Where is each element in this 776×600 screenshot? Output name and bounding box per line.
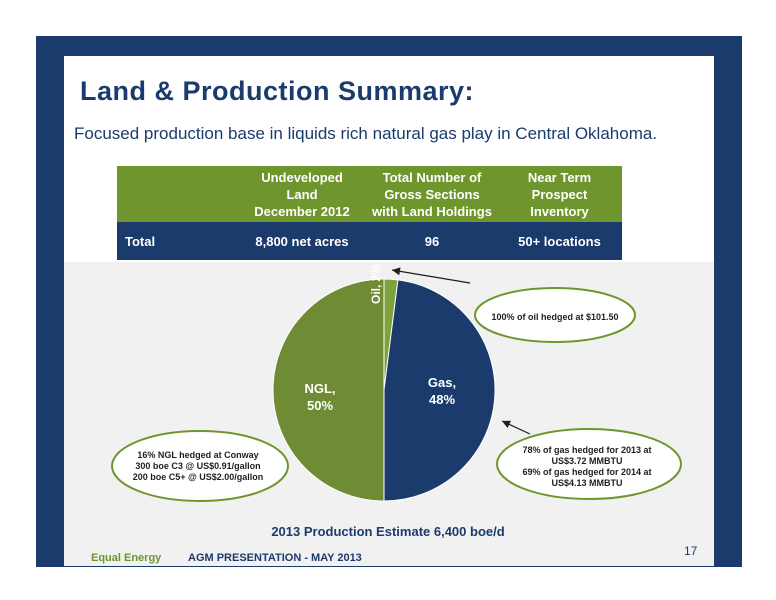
slide-title: Land & Production Summary: (80, 76, 475, 106)
gas-note-oval (496, 428, 682, 500)
footer-presentation: AGM PRESENTATION - MAY 2013 (188, 552, 362, 564)
slice-label-gas: Gas, 48% (427, 375, 457, 407)
slice-label-oil: Oil, 2% (369, 263, 383, 304)
slide-subtitle: Focused production base in liquids rich … (74, 124, 658, 143)
land-summary-table: Undeveloped Land December 2012 Total Numbe… (117, 166, 622, 260)
table-header-cell: Undeveloped Land December 2012 (237, 166, 367, 222)
gas-arrowhead-icon (502, 420, 511, 428)
oil-note-oval (474, 287, 636, 343)
gas-hedge-note: 78% of gas hedged for 2013 at US$3.72 MMB… (522, 445, 652, 488)
slice-label-ngl: NGL, 50% (304, 381, 336, 413)
table-header-cell: Total Number of Gross Sections with Land H… (367, 166, 497, 222)
ngl-hedge-note: 16% NGL hedged at Conway 300 boe C3 @ US$… (132, 450, 264, 482)
page-number: 17 (684, 544, 698, 558)
table-cell: 8,800 net acres (237, 222, 367, 260)
table-header-cell (117, 166, 237, 222)
table-row: Total 8,800 net acres 96 50+ locations (117, 222, 622, 260)
table-cell: 96 (367, 222, 497, 260)
table-header-row: Undeveloped Land December 2012 Total Numbe… (117, 166, 622, 222)
oil-arrowhead-icon (392, 267, 401, 276)
oil-hedge-note: 100% of oil hedged at $101.50 (491, 312, 619, 322)
table-header-cell: Near Term Prospect Inventory (497, 166, 622, 222)
table-cell: Total (117, 222, 237, 260)
ngl-note-oval (111, 430, 289, 502)
pie-slice-gas (383, 279, 496, 502)
pie-slice-ngl (272, 278, 385, 502)
table-cell: 50+ locations (497, 222, 622, 260)
oil-callout-arrow (391, 269, 471, 284)
chart-title: 2013 Production Estimate 6,400 boe/d (271, 524, 505, 539)
footer-company: Equal Energy (91, 552, 162, 564)
